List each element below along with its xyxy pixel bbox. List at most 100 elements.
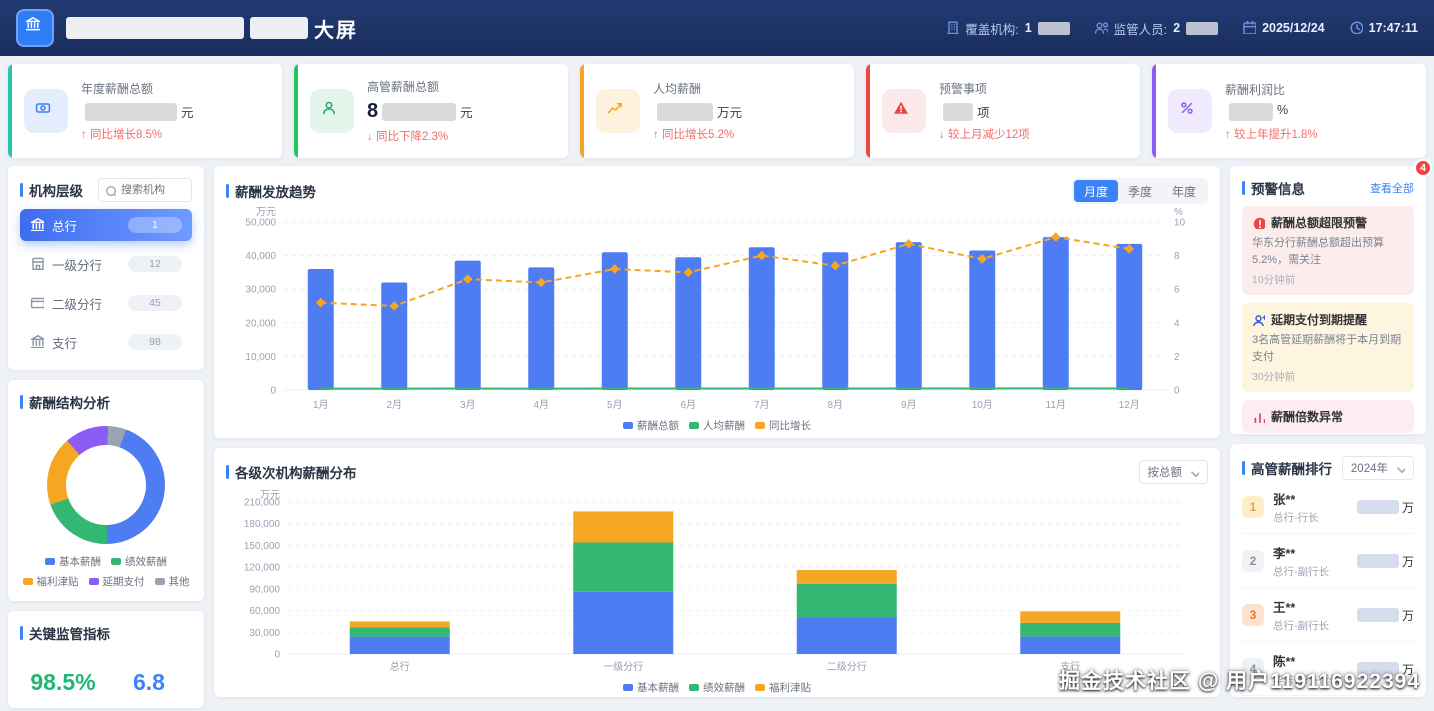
legend-item: 绩效薪酬: [111, 554, 167, 569]
y-axis-label: 40,000: [245, 251, 276, 262]
executive-role: 华东分行-行长: [1273, 674, 1340, 686]
alerts-panel: 4 预警信息 查看全部 薪酬总额超限预警 华东分行薪酬总额超出预算5.2%，需关…: [1230, 159, 1432, 434]
x-axis-label: 总行: [390, 660, 410, 673]
salary-trend-panel: 薪酬发放趋势 月度 季度 年度 0 10,000 20,000 30,000 40,00…: [214, 166, 1220, 438]
trend-bar: [748, 247, 775, 390]
axis-unit: 万元: [256, 207, 276, 218]
trend-bar: [454, 260, 481, 390]
legend-swatch: [623, 684, 633, 691]
staff-stat: 监管人员: 2: [1094, 19, 1219, 38]
card-icon: [30, 295, 44, 310]
redacted-value: [85, 102, 177, 121]
sidebar-item-tier1-branch[interactable]: 一级分行 12: [20, 248, 192, 280]
kpi-title: 高管薪酬总额: [367, 80, 440, 94]
legend-item: 人均薪酬: [689, 418, 745, 433]
y-axis-label: 50,000: [245, 218, 276, 229]
trend-bar: [675, 257, 702, 390]
kpi-title: 薪酬利润比: [1225, 82, 1286, 97]
sidebar-item-sub-branch[interactable]: 支行 98: [20, 326, 192, 358]
kpi-change: ↑ 同比增长5.2%: [653, 129, 735, 141]
person-plus-icon: [1252, 312, 1265, 327]
y-axis-label: 30,000: [249, 628, 280, 639]
y-axis-label: 120,000: [244, 563, 281, 574]
redacted-value: [943, 102, 973, 121]
trend-bar: [381, 282, 408, 390]
filter-value: 按总额: [1147, 467, 1183, 479]
kpi-change: ↑ 较上年提升1.8%: [1225, 128, 1318, 141]
view-all-link[interactable]: 查看全部: [1370, 183, 1414, 195]
search-input[interactable]: [98, 178, 192, 202]
kpi-value: 万元: [653, 102, 742, 121]
x-axis-label: 9月: [901, 399, 917, 411]
x-axis-label: 5月: [607, 399, 623, 411]
ranking-year-select[interactable]: 2024年: [1341, 456, 1414, 480]
sidebar-item-tier2-branch[interactable]: 二级分行 45: [20, 287, 192, 319]
alert-item-deferred-payment-due[interactable]: 延期支付到期提醒 3名高管延期薪酬将于本月到期支付 30分钟前: [1242, 303, 1414, 392]
stacked-bar-segment: [573, 591, 674, 654]
legend-item: 基本薪酬: [45, 554, 101, 569]
stacked-bar-segment: [1020, 622, 1121, 637]
x-axis-label: 6月: [680, 399, 696, 411]
chevron-down-icon: [1394, 462, 1405, 475]
org-item-label: 二级分行: [52, 297, 103, 312]
legend-item: 同比增长: [755, 418, 811, 433]
legend-item: 延期支付: [88, 574, 145, 589]
y-axis-label: 210,000: [244, 498, 281, 509]
sidebar-item-headquarters[interactable]: 总行 1: [20, 209, 192, 241]
y2-axis-label: 2: [1174, 352, 1180, 363]
y2-axis-label: 6: [1174, 285, 1180, 296]
salary-structure-donut-chart: [47, 426, 165, 544]
org-item-count: 1: [128, 217, 182, 233]
percent-icon: [1168, 89, 1212, 133]
legend-item: 福利津贴: [755, 680, 811, 695]
alert-item-salary-multiple-anomaly[interactable]: 薪酬倍数异常: [1242, 400, 1414, 433]
legend-item: 薪酬总额: [623, 418, 679, 433]
redacted-value: [1356, 500, 1399, 514]
dashboard-title: 大屏: [66, 14, 358, 43]
coverage-value-prefix: 1: [1024, 21, 1032, 35]
legend-swatch: [154, 578, 165, 585]
ranking-row: 4 陈** 华东分行-行长 万: [1242, 642, 1414, 696]
coverage-stat: 覆盖机构: 1: [945, 19, 1070, 38]
distribution-filter-select[interactable]: 按总额: [1138, 460, 1208, 484]
salary-distribution-chart: 0 30,000 60,000 90,000 120,000 150,000 180,000…: [244, 490, 1182, 673]
kpi-change: ↓ 同比下降2.3%: [367, 131, 449, 143]
building-icon: [30, 334, 44, 349]
redacted-value: [382, 102, 457, 121]
redacted-title-block: [66, 17, 244, 39]
y-axis-label: 20,000: [245, 318, 276, 329]
executive-salary: 万: [1356, 553, 1414, 570]
trend-bar: [307, 269, 334, 390]
bank-icon: [30, 217, 44, 232]
coverage-label: 覆盖机构:: [965, 22, 1019, 37]
staff-value-prefix: 2: [1173, 21, 1181, 35]
person-icon: [310, 89, 354, 133]
money-icon: [24, 89, 68, 133]
y-axis-label: 60,000: [249, 606, 280, 617]
panel-title: 薪酬发放趋势: [226, 181, 316, 201]
trend-bar: [528, 267, 555, 390]
legend-item: 其他: [154, 574, 190, 589]
rank-badge: 1: [1242, 496, 1264, 518]
stacked-bar-segment: [1020, 636, 1121, 654]
alert-item-salary-overlimit[interactable]: 薪酬总额超限预警 华东分行薪酬总额超出预算5.2%，需关注 10分钟前: [1242, 206, 1414, 295]
distribution-chart-legend: 基本薪酬 绩效薪酬 福利津贴: [226, 680, 1208, 695]
tab-quarterly[interactable]: 季度: [1127, 184, 1152, 199]
ranking-row: 3 王** 总行-副行长 万: [1242, 588, 1414, 642]
legend-swatch: [755, 422, 765, 429]
alert-title: 薪酬总额超限预警: [1271, 216, 1368, 230]
ranking-row: 5 刘** 万: [1242, 696, 1414, 697]
panel-title: 各级次机构薪酬分布: [226, 462, 357, 482]
stacked-bar-segment: [796, 583, 897, 618]
rank-badge: 4: [1242, 658, 1264, 680]
building-icon: [945, 20, 960, 35]
stacked-bar-segment: [796, 617, 897, 654]
panel-title: 高管薪酬排行: [1242, 458, 1332, 478]
tab-monthly[interactable]: 月度: [1074, 180, 1118, 202]
stacked-bar-segment: [349, 636, 450, 654]
stacked-bar-segment: [1020, 611, 1121, 623]
year-value: 2024年: [1350, 463, 1388, 475]
panel-title: 机构层级: [20, 180, 83, 200]
tab-yearly[interactable]: 年度: [1171, 184, 1196, 199]
org-hierarchy-panel: 机构层级 总行 1 一级分行 12 二级分行 45: [8, 166, 204, 370]
